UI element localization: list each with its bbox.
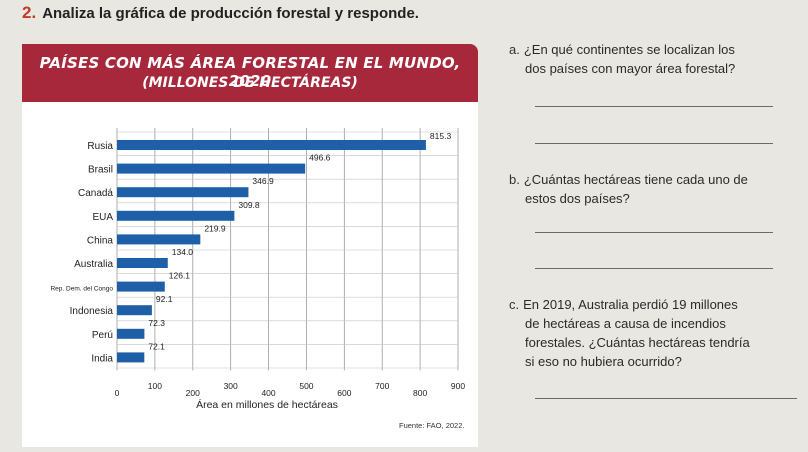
value-label: 126.1 (169, 271, 191, 281)
question-c-line-1: En 2019, Australia perdió 19 millones (523, 297, 738, 312)
exercise-instruction: Analiza la gráfica de producción foresta… (42, 5, 419, 22)
question-c-line-3: forestales. ¿Cuántas hectáreas tendría (525, 335, 750, 350)
category-label: China (87, 235, 114, 246)
bar (117, 163, 306, 174)
answer-line-b1[interactable] (535, 232, 773, 233)
category-label: Perú (92, 330, 113, 341)
bar (117, 140, 426, 150)
bar (117, 305, 152, 316)
category-label: Indonesia (70, 306, 114, 317)
forest-area-bar-chart: Rusia 815.3 Brasil 496.6 Canadá 346.9 EUA 309.8… (50, 128, 465, 430)
chart-banner: PAÍSES CON MÁS ÁREA FORESTAL EN EL MUNDO… (22, 44, 478, 102)
category-label: Canadá (78, 188, 113, 199)
value-label: 815.3 (430, 131, 452, 141)
exercise-number: 2. (22, 3, 37, 22)
category-label: Rusia (87, 141, 113, 152)
bar (117, 210, 235, 221)
value-label: 72.3 (148, 318, 165, 328)
value-label: 496.6 (309, 153, 331, 163)
category-label: Brasil (88, 165, 113, 176)
x-tick-label: 200 (186, 388, 200, 398)
value-label: 92.1 (156, 294, 173, 304)
question-a-line-2: dos países con mayor área forestal? (525, 61, 736, 76)
x-tick-label: 300 (224, 381, 238, 391)
x-axis-label: Área en millones de hectáreas (196, 398, 338, 411)
value-label: 134.0 (172, 247, 194, 257)
answer-line-b2[interactable] (535, 268, 773, 269)
question-b: b. ¿Cuántas hectáreas tiene cada uno de e… (509, 170, 748, 208)
x-tick-label: 400 (261, 388, 275, 398)
question-c-line-4: si eso no hubiera ocurrido? (525, 354, 682, 369)
value-label: 72.1 (148, 341, 165, 351)
chart-title: PAÍSES CON MÁS ÁREA FORESTAL EN EL MUNDO… (39, 54, 461, 90)
question-a-letter: a. (509, 42, 520, 57)
category-label: EUA (92, 212, 113, 223)
category-label: India (91, 353, 113, 364)
value-label: 219.9 (204, 223, 226, 233)
question-c-letter: c. (509, 297, 520, 312)
bar (117, 187, 249, 198)
bar (117, 352, 145, 363)
value-label: 309.8 (238, 200, 260, 210)
value-label: 346.9 (252, 176, 274, 186)
question-b-letter: b. (509, 172, 520, 187)
question-a-line-1: ¿En qué continentes se localizan los (523, 42, 735, 57)
bar (117, 258, 168, 268)
question-c-line-2: de hectáreas a causa de incendios (525, 316, 726, 331)
question-b-line-1: ¿Cuántas hectáreas tiene cada uno de (523, 172, 748, 187)
answer-line-c1[interactable] (535, 398, 797, 399)
x-tick-label: 700 (375, 381, 389, 391)
answer-line-a1[interactable] (535, 106, 773, 107)
chart-panel: Rusia 815.3 Brasil 496.6 Canadá 346.9 EUA 309.8… (22, 102, 478, 447)
answer-line-a2[interactable] (535, 143, 773, 144)
x-tick-label: 800 (413, 388, 427, 398)
question-c: c. En 2019, Australia perdió 19 millones … (509, 295, 750, 371)
x-tick-label: 0 (115, 388, 120, 398)
x-tick-label: 600 (337, 388, 351, 398)
x-tick-label: 100 (148, 381, 162, 391)
bar (117, 281, 165, 292)
category-label: Rep. Dem. del Congo (50, 286, 113, 293)
x-tick-label: 900 (451, 381, 465, 391)
x-tick-label: 500 (299, 381, 313, 391)
chart-subtitle: (MILLONES DE HECTÁREAS) (142, 75, 358, 91)
question-a: a. ¿En qué continentes se localizan los d… (509, 40, 735, 78)
category-label: Australia (74, 259, 113, 270)
bar (117, 234, 201, 245)
exercise-heading: 2. Analiza la gráfica de producción fores… (22, 3, 419, 23)
bar (117, 328, 145, 339)
question-b-line-2: estos dos países? (525, 191, 630, 206)
source-note: Fuente: FAO, 2022. (399, 421, 464, 430)
